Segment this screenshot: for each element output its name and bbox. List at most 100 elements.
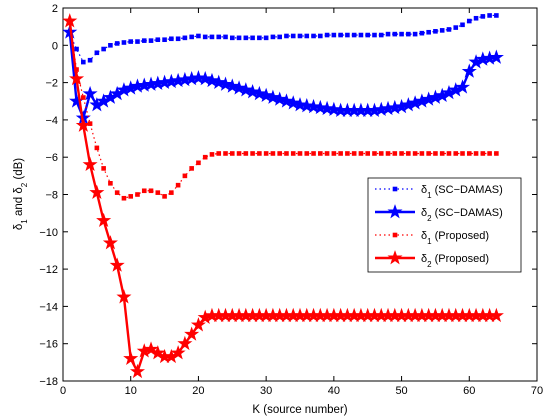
data-point bbox=[257, 35, 262, 41]
data-point bbox=[245, 84, 261, 99]
data-point bbox=[135, 192, 140, 197]
data-point bbox=[338, 32, 343, 38]
data-point bbox=[494, 13, 499, 18]
data-point bbox=[378, 151, 384, 156]
data-point bbox=[236, 35, 242, 41]
data-point bbox=[306, 98, 322, 114]
y-tick-label: −14 bbox=[39, 301, 58, 313]
data-point bbox=[446, 27, 452, 32]
data-point bbox=[94, 50, 100, 56]
data-point bbox=[454, 79, 471, 94]
data-point bbox=[94, 145, 100, 151]
data-point bbox=[365, 151, 371, 156]
data-point bbox=[177, 335, 193, 351]
data-point bbox=[385, 31, 391, 37]
data-point bbox=[116, 289, 132, 304]
data-point bbox=[466, 151, 472, 156]
y-tick-label: −8 bbox=[45, 190, 58, 202]
data-point bbox=[243, 35, 249, 41]
data-point bbox=[461, 63, 477, 78]
data-point bbox=[217, 76, 234, 91]
data-point bbox=[250, 35, 255, 41]
data-point bbox=[311, 33, 316, 39]
data-point bbox=[480, 14, 486, 19]
data-point bbox=[290, 151, 296, 156]
data-point bbox=[284, 151, 289, 156]
data-point bbox=[439, 151, 445, 156]
data-point bbox=[109, 257, 125, 272]
legend-item-3: δ2 (Proposed) bbox=[375, 250, 489, 269]
data-point bbox=[297, 151, 303, 156]
data-point bbox=[433, 29, 438, 34]
data-point bbox=[211, 74, 227, 89]
data-point bbox=[135, 39, 140, 44]
data-point bbox=[318, 33, 323, 39]
data-point bbox=[143, 341, 159, 356]
data-point bbox=[372, 151, 377, 156]
series-0 bbox=[67, 13, 499, 65]
data-point bbox=[270, 34, 276, 40]
data-point bbox=[69, 70, 85, 86]
data-point bbox=[487, 13, 492, 18]
data-point bbox=[331, 32, 337, 38]
data-point bbox=[277, 34, 282, 40]
data-point bbox=[460, 151, 465, 156]
x-tick-label: 30 bbox=[260, 385, 272, 397]
data-point bbox=[270, 151, 276, 156]
data-point bbox=[108, 43, 113, 48]
axis-ticks: 0 10 20 30 40 50 60 70 −18 −16 −14 −12 −10 −8 −6 −4 −2 0 2 bbox=[39, 3, 543, 397]
data-point bbox=[358, 32, 364, 38]
data-point bbox=[326, 101, 342, 117]
data-point bbox=[89, 184, 105, 200]
data-point bbox=[406, 151, 411, 156]
y-tick-label: −12 bbox=[39, 264, 58, 276]
data-point bbox=[439, 28, 445, 33]
data-point bbox=[399, 151, 404, 156]
data-point bbox=[216, 151, 222, 156]
data-point bbox=[189, 34, 194, 40]
data-point bbox=[81, 95, 86, 100]
legend: δ1 (SC−DAMAS) δ2 (SC−DAMAS) δ1 (Proposed) δ… bbox=[367, 177, 522, 273]
data-point bbox=[312, 99, 328, 115]
data-point bbox=[162, 194, 167, 199]
data-point bbox=[229, 151, 235, 156]
data-point bbox=[209, 152, 215, 157]
data-point bbox=[299, 97, 315, 113]
data-point bbox=[148, 188, 154, 194]
y-tick-label: −4 bbox=[45, 115, 58, 127]
data-point bbox=[231, 80, 247, 95]
data-point bbox=[170, 345, 186, 360]
data-point bbox=[419, 30, 425, 36]
data-point bbox=[487, 151, 492, 156]
data-point bbox=[197, 70, 213, 86]
data-point bbox=[236, 151, 242, 156]
data-point bbox=[155, 37, 161, 43]
data-point bbox=[263, 35, 269, 41]
series-line bbox=[69, 14, 497, 63]
data-point bbox=[365, 32, 371, 38]
data-point bbox=[311, 151, 316, 156]
data-point bbox=[123, 350, 139, 366]
data-point bbox=[433, 151, 438, 156]
data-point bbox=[229, 35, 235, 41]
legend-label: δ1 (Proposed) bbox=[421, 230, 489, 246]
data-point bbox=[272, 91, 288, 106]
data-point bbox=[121, 195, 127, 201]
data-point bbox=[216, 34, 222, 40]
data-point bbox=[426, 29, 431, 35]
data-point bbox=[204, 72, 220, 88]
data-point bbox=[319, 100, 335, 116]
data-point bbox=[148, 38, 154, 43]
data-point bbox=[128, 39, 134, 44]
x-tick-label: 10 bbox=[125, 385, 137, 397]
data-point bbox=[169, 190, 174, 195]
data-point bbox=[108, 181, 113, 186]
data-point bbox=[82, 156, 98, 172]
data-point bbox=[385, 151, 391, 156]
data-point bbox=[278, 93, 294, 108]
data-point bbox=[75, 117, 91, 132]
data-point bbox=[263, 151, 269, 156]
data-point bbox=[351, 151, 357, 156]
data-point bbox=[82, 85, 98, 101]
